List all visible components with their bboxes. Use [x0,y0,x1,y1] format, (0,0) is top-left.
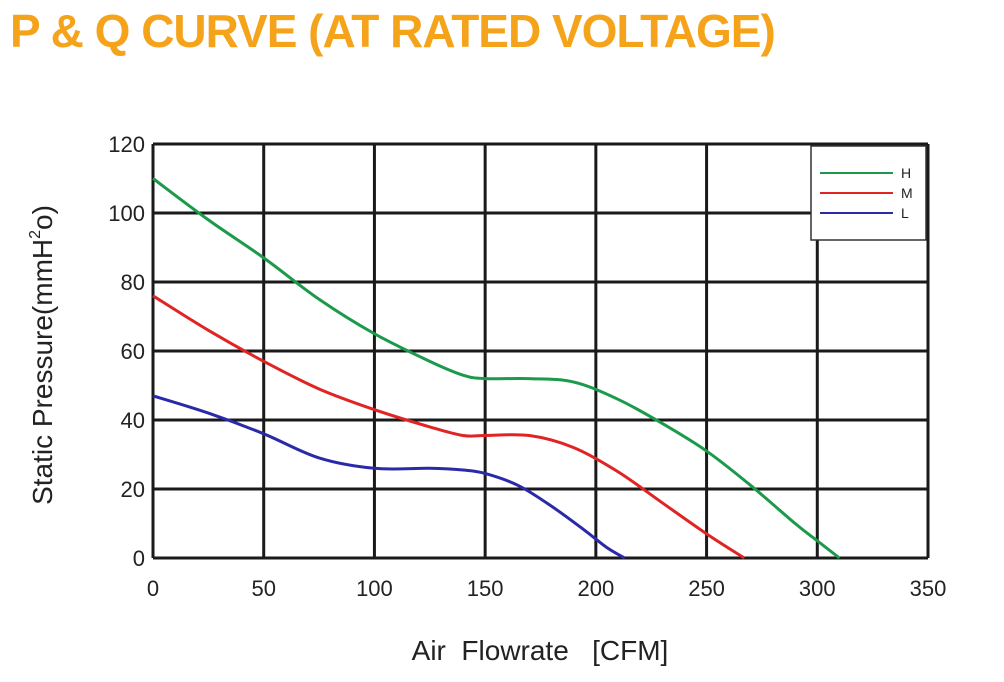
y-tick-label-6: 120 [108,132,145,157]
x-tick-label-2: 100 [356,576,393,601]
series-line-H [152,177,841,560]
grid-lines [151,142,930,560]
x-tick-label-6: 300 [799,576,836,601]
series-line-M [152,294,746,560]
legend-label-L: L [901,205,909,221]
x-tick-label-4: 200 [577,576,614,601]
y-tick-labels: 0 20 40 60 80 100 120 [108,132,145,571]
y-axis-label-prefix: Static Pressure(mmH [27,239,58,505]
y-tick-label-2: 40 [121,408,145,433]
x-tick-label-5: 250 [688,576,725,601]
series-lines [152,177,841,560]
x-tick-label-1: 50 [251,576,275,601]
y-axis-label-sup: 2 [27,230,44,239]
x-tick-label-3: 150 [467,576,504,601]
x-tick-labels: 0 50 100 150 200 250 300 350 [147,576,946,601]
x-tick-label-7: 350 [910,576,947,601]
legend-label-M: M [901,185,913,201]
x-tick-label-0: 0 [147,576,159,601]
y-tick-label-0: 0 [133,546,145,571]
series-line-L [152,394,626,560]
legend-label-H: H [901,165,911,181]
chart-title: P & Q CURVE (AT RATED VOLTAGE) [10,5,776,57]
y-axis-label-suffix: o) [27,205,58,230]
legend: HML [810,145,927,241]
y-tick-label-1: 20 [121,477,145,502]
x-axis-label: Air Flowrate [CFM] [412,635,669,666]
y-tick-label-5: 100 [108,201,145,226]
y-tick-label-3: 60 [121,339,145,364]
y-axis-label: Static Pressure(mmH2o) [27,205,58,505]
y-tick-label-4: 80 [121,270,145,295]
